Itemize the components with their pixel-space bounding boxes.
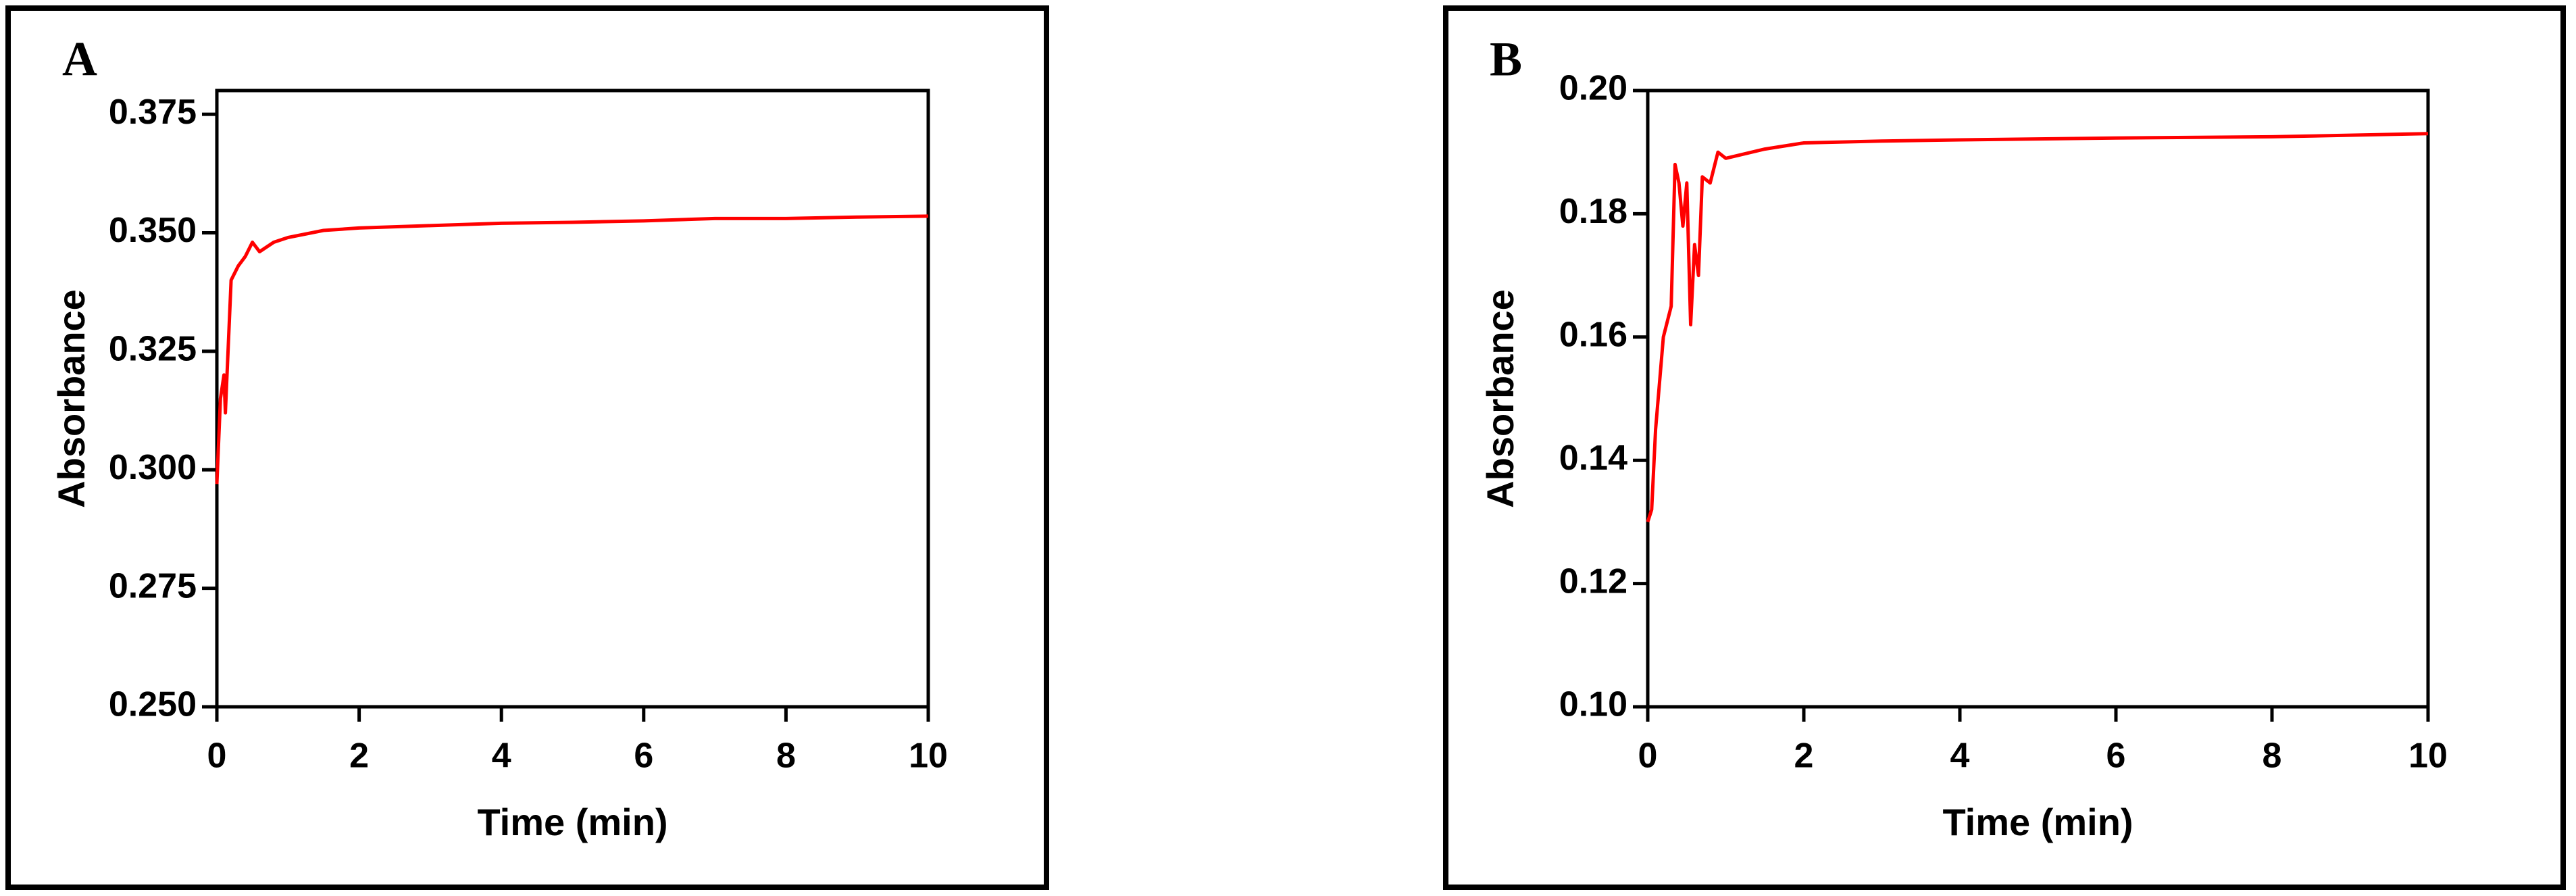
x-tick-label: 4 — [1950, 737, 1970, 776]
data-line — [215, 214, 929, 484]
x-tick-label: 0 — [207, 737, 227, 776]
y-tick-label: 0.10 — [1559, 685, 1627, 724]
panel-label: A — [62, 32, 97, 86]
y-tick-label: 0.20 — [1559, 69, 1627, 108]
y-axis-title: Absorbance — [50, 289, 93, 508]
y-tick-label: 0.300 — [109, 448, 197, 487]
plot-frame — [215, 89, 930, 709]
plot-frame — [1646, 89, 2430, 709]
x-axis-title: Time (min) — [477, 801, 667, 843]
x-tick-label: 2 — [349, 737, 369, 776]
y-tick-label: 0.14 — [1559, 439, 1627, 478]
y-tick-label: 0.325 — [109, 330, 197, 369]
y-tick-label: 0.375 — [109, 93, 197, 132]
panel-frame — [1443, 5, 2566, 890]
x-tick-label: 6 — [634, 737, 653, 776]
x-tick-label: 8 — [2263, 737, 2282, 776]
y-axis-title: Absorbance — [1479, 289, 1521, 508]
data-line — [1646, 132, 2429, 523]
y-tick-label: 0.275 — [109, 566, 197, 605]
panel-frame — [5, 5, 1049, 890]
x-tick-label: 4 — [492, 737, 511, 776]
y-tick-label: 0.12 — [1559, 562, 1627, 601]
x-tick-label: 10 — [2408, 737, 2448, 776]
y-tick-label: 0.16 — [1559, 316, 1627, 355]
x-tick-label: 0 — [1638, 737, 1658, 776]
y-tick-label: 0.18 — [1559, 192, 1627, 231]
panel-label: B — [1490, 32, 1522, 86]
x-axis-title: Time (min) — [1942, 801, 2133, 843]
x-tick-label: 10 — [909, 737, 948, 776]
x-tick-label: 6 — [2106, 737, 2126, 776]
x-tick-label: 2 — [1794, 737, 1814, 776]
y-tick-label: 0.250 — [109, 685, 197, 724]
y-tick-label: 0.350 — [109, 211, 197, 250]
x-tick-label: 8 — [776, 737, 796, 776]
